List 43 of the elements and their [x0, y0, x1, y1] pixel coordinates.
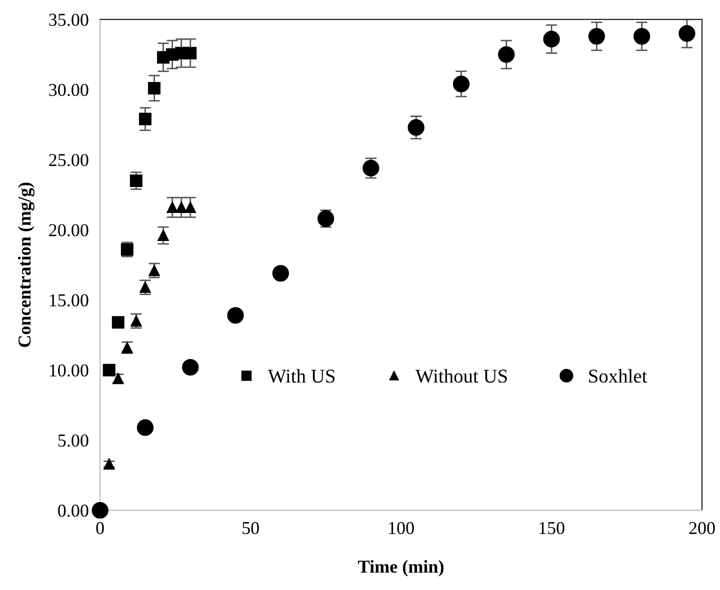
point: [362, 160, 380, 176]
x-tick-label: 0: [96, 522, 104, 534]
point: [112, 316, 124, 329]
point: [176, 202, 187, 213]
point: [92, 502, 108, 519]
y-tick-label: 35.00: [49, 14, 88, 26]
point: [452, 76, 470, 92]
legend-label: Soxhlet: [589, 369, 648, 383]
point: [543, 30, 560, 48]
x-tick-label: 50: [242, 522, 259, 534]
point: [166, 202, 178, 213]
y-tick-label: 0.00: [58, 504, 88, 517]
point: [138, 112, 152, 126]
point: [182, 358, 199, 376]
point: [184, 46, 197, 60]
y-tick-label: 15.00: [50, 294, 88, 306]
y-tick-label: 30.00: [49, 84, 88, 96]
point: [130, 174, 142, 188]
point: [140, 282, 151, 293]
point: [678, 25, 696, 42]
y-tick-label: 20.00: [49, 224, 88, 236]
point: [272, 264, 289, 282]
point: [498, 46, 515, 63]
point: [227, 307, 244, 324]
point: [408, 119, 424, 136]
point: [158, 230, 169, 242]
point: [136, 419, 154, 436]
point: [633, 28, 650, 45]
y-tick-label: 10.00: [50, 364, 88, 377]
legend-label: With US: [268, 369, 335, 383]
x-tick-label: 200: [689, 522, 715, 534]
point: [102, 364, 116, 376]
point: [184, 202, 196, 213]
point: [104, 458, 115, 470]
point: [148, 82, 161, 94]
y-axis-title: Concentration (mg/g): [18, 182, 34, 348]
point: [588, 28, 605, 45]
x-axis-title: Time (min): [358, 560, 444, 576]
x-tick-label: 150: [540, 522, 564, 534]
x-tick-label: 100: [389, 522, 414, 534]
y-tick-label: 25.00: [49, 154, 88, 166]
y-tick-label: 5.00: [58, 434, 88, 447]
legend-label: Without US: [415, 369, 507, 383]
